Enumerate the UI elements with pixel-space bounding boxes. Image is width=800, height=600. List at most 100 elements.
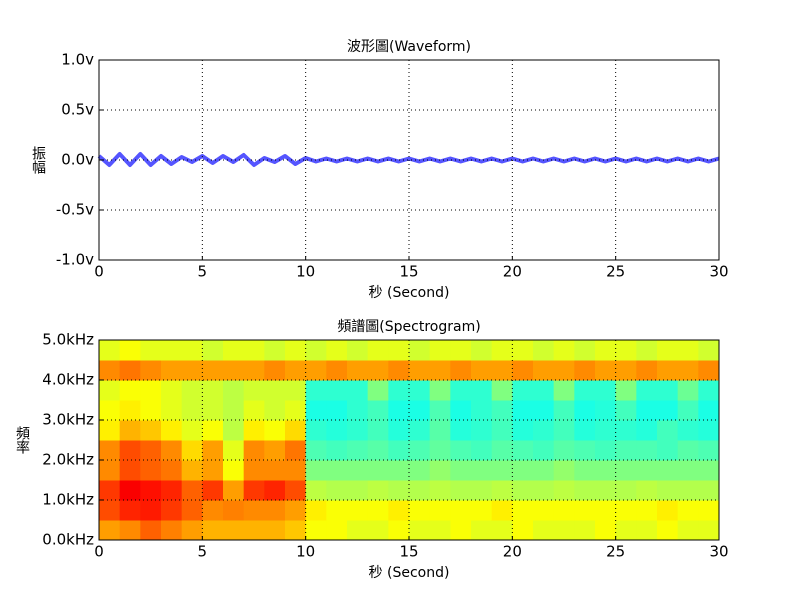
- spectrogram-cell: [657, 460, 679, 481]
- spectrogram-cell: [698, 380, 720, 401]
- spectrogram-cell: [161, 380, 183, 401]
- spectrogram-cell: [264, 500, 286, 521]
- spectrogram-cell: [181, 420, 203, 441]
- spectrogram-cell: [471, 460, 493, 481]
- spectrogram-cell: [388, 400, 410, 421]
- spectrogram-cell: [595, 380, 617, 401]
- spectrogram-cell: [429, 400, 451, 421]
- spectrogram-cell: [429, 380, 451, 401]
- spectrogram-cell: [99, 380, 121, 401]
- axes-frame: [98, 59, 720, 261]
- spectrogram-cell: [367, 420, 389, 441]
- spectrogram-cell: [615, 440, 637, 461]
- subplot-title: 波形圖(Waveform): [347, 39, 471, 55]
- spectrogram-cell: [429, 360, 451, 381]
- x-axis-label: 秒 (Second): [369, 565, 450, 581]
- spectrogram-cell: [202, 520, 224, 541]
- spectrogram-cell: [533, 500, 555, 521]
- spectrogram-cell: [615, 520, 637, 541]
- spectrogram-cell: [264, 360, 286, 381]
- spectrogram-cell: [223, 500, 245, 521]
- axes-frame: [98, 339, 720, 541]
- spectrogram-cell: [615, 400, 637, 421]
- spectrogram-cell: [181, 460, 203, 481]
- x-tick-label: 5: [198, 543, 208, 561]
- spectrogram-cell: [677, 520, 699, 541]
- spectrogram-cell: [305, 460, 327, 481]
- spectrogram-cell: [202, 460, 224, 481]
- y-tick-label: 5.0kHz: [42, 331, 94, 349]
- spectrogram-cell: [657, 420, 679, 441]
- spectrogram-cell: [140, 420, 162, 441]
- spectrogram-cell: [677, 380, 699, 401]
- spectrogram-cell: [367, 520, 389, 541]
- spectrogram-cell: [326, 360, 348, 381]
- spectrogram-cell: [574, 400, 596, 421]
- spectrogram-cell: [285, 340, 307, 361]
- spectrogram-cell: [595, 520, 617, 541]
- spectrogram-cell: [429, 340, 451, 361]
- spectrogram-cell: [243, 340, 265, 361]
- spectrogram-cell: [388, 500, 410, 521]
- spectrogram-cell: [636, 520, 658, 541]
- spectrogram-cell: [471, 480, 493, 501]
- spectrogram-cell: [512, 340, 534, 361]
- spectrogram-cell: [223, 520, 245, 541]
- spectrogram-cell: [677, 400, 699, 421]
- spectrogram-cell: [615, 500, 637, 521]
- spectrogram-cell: [388, 360, 410, 381]
- spectrogram-cell: [326, 400, 348, 421]
- x-tick-label: 0: [94, 543, 104, 561]
- spectrogram-cell: [657, 400, 679, 421]
- subplot: 0 5 10 15 20 25 30 -1.0v -0.5v 0.0v 0.5v 1.0v 波形圖(Wa…: [30, 39, 729, 301]
- spectrogram-cell: [409, 480, 431, 501]
- spectrogram-cell: [347, 400, 369, 421]
- spectrogram-cell: [471, 340, 493, 361]
- spectrogram-cell: [223, 340, 245, 361]
- spectrogram-cell: [326, 340, 348, 361]
- spectrogram-cell: [326, 520, 348, 541]
- spectrogram-cell: [512, 440, 534, 461]
- spectrogram-cell: [698, 460, 720, 481]
- spectrogram-cell: [264, 380, 286, 401]
- spectrogram-cell: [595, 480, 617, 501]
- spectrogram-cell: [533, 480, 555, 501]
- spectrogram-cell: [305, 360, 327, 381]
- spectrogram-cell: [347, 440, 369, 461]
- spectrogram-cell: [471, 380, 493, 401]
- spectrogram-cell: [491, 460, 513, 481]
- spectrogram-cell: [243, 400, 265, 421]
- spectrogram-cell: [574, 340, 596, 361]
- spectrogram-cell: [512, 400, 534, 421]
- spectrogram-cell: [285, 500, 307, 521]
- spectrogram-cell: [367, 400, 389, 421]
- y-tick-label: -0.5v: [56, 201, 94, 219]
- spectrogram-cell: [429, 500, 451, 521]
- spectrogram-cell: [636, 480, 658, 501]
- spectrogram-cell: [698, 520, 720, 541]
- spectrogram-cell: [140, 460, 162, 481]
- spectrogram-cell: [574, 480, 596, 501]
- x-tick-label: 25: [606, 263, 625, 281]
- spectrogram-cell: [636, 440, 658, 461]
- spectrogram-cell: [181, 380, 203, 401]
- spectrogram-cell: [450, 440, 472, 461]
- spectrogram-cell: [388, 460, 410, 481]
- spectrogram-cell: [595, 420, 617, 441]
- x-tick-label: 20: [503, 543, 522, 561]
- spectrogram-cell: [409, 520, 431, 541]
- spectrogram-cell: [285, 420, 307, 441]
- spectrogram-cell: [305, 400, 327, 421]
- spectrogram-cell: [305, 440, 327, 461]
- spectrogram-cell: [636, 420, 658, 441]
- spectrogram-cell: [595, 400, 617, 421]
- y-axis-label: 頻率: [14, 426, 30, 454]
- spectrogram-cell: [223, 440, 245, 461]
- spectrogram-cell: [367, 340, 389, 361]
- spectrogram-cell: [491, 480, 513, 501]
- spectrogram-cell: [305, 340, 327, 361]
- spectrogram-cell: [677, 420, 699, 441]
- spectrogram-cell: [140, 340, 162, 361]
- spectrogram-cell: [512, 500, 534, 521]
- spectrogram-cell: [202, 340, 224, 361]
